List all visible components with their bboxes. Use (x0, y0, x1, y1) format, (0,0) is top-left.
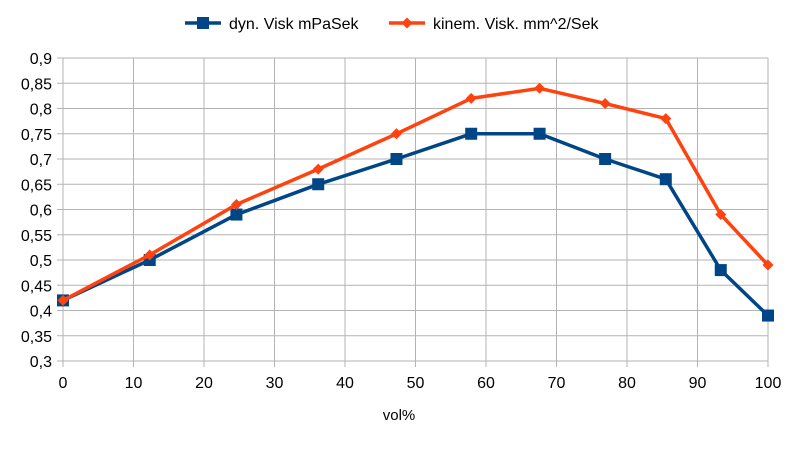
legend-square-marker (197, 17, 209, 29)
data-point-marker (659, 173, 672, 186)
x-axis-title: vol% (383, 407, 416, 424)
y-tick-label: 0,6 (30, 203, 52, 220)
y-tick-label: 0,45 (21, 278, 52, 295)
data-point-marker (144, 249, 156, 261)
series-2 (57, 82, 774, 306)
legend-label: dyn. Visk mPaSek (229, 16, 360, 33)
x-tick-label: 60 (477, 375, 495, 392)
series-group (57, 82, 774, 322)
y-tick-label: 0,55 (21, 228, 52, 245)
x-tick-label: 90 (689, 375, 707, 392)
y-tick-label: 0,9 (30, 51, 52, 68)
data-point-marker (465, 92, 477, 104)
y-tick-label: 0,35 (21, 329, 52, 346)
legend-label: kinem. Visk. mm^2/Sek (433, 16, 599, 33)
data-point-marker (390, 128, 402, 140)
y-tick-label: 0,65 (21, 177, 52, 194)
y-tick-label: 0,5 (30, 253, 52, 270)
legend-item-1: dyn. Visk mPaSek (185, 16, 360, 33)
y-tick-label: 0,3 (30, 354, 52, 371)
y-tick-label: 0,85 (21, 76, 52, 93)
data-point-marker (762, 309, 774, 322)
y-tick-label: 0,75 (21, 127, 52, 144)
x-tick-label: 10 (125, 375, 143, 392)
x-tick-label: 80 (618, 375, 636, 392)
data-point-marker (599, 153, 612, 165)
x-tick-label: 70 (548, 375, 566, 392)
data-point-marker (660, 113, 672, 125)
data-point-marker (534, 82, 546, 94)
y-tick-label: 0,8 (30, 102, 52, 119)
data-point-marker (465, 127, 478, 140)
x-tick-label: 30 (266, 375, 284, 392)
data-point-marker (762, 259, 774, 271)
data-point-marker (57, 294, 69, 306)
x-tick-label: 40 (336, 375, 354, 392)
data-point-marker (715, 209, 727, 221)
x-tick-label: 0 (59, 375, 68, 392)
data-point-marker (230, 208, 243, 221)
axes: 0,3 0,35 0,4 0,45 0,5 0,55 0,6 0,65 0,7 0,75 0,8 0,… (21, 51, 782, 392)
legend-diamond-marker (401, 17, 413, 29)
x-tick-label: 100 (755, 375, 782, 392)
data-point-marker (533, 127, 546, 140)
gridlines (62, 57, 769, 362)
data-point-marker (312, 163, 324, 175)
legend-item-2: kinem. Visk. mm^2/Sek (389, 16, 599, 33)
x-tick-label: 20 (195, 375, 213, 392)
data-point-marker (390, 153, 403, 165)
legend: dyn. Visk mPaSek kinem. Visk. mm^2/Sek (185, 16, 599, 33)
x-tick-label: 50 (407, 375, 425, 392)
data-point-marker (312, 178, 325, 191)
data-point-marker (714, 264, 727, 277)
series-1 (57, 127, 774, 322)
data-point-marker (230, 198, 242, 210)
y-tick-label: 0,7 (30, 152, 52, 169)
data-point-marker (599, 97, 611, 109)
y-tick-label: 0,4 (30, 304, 52, 321)
